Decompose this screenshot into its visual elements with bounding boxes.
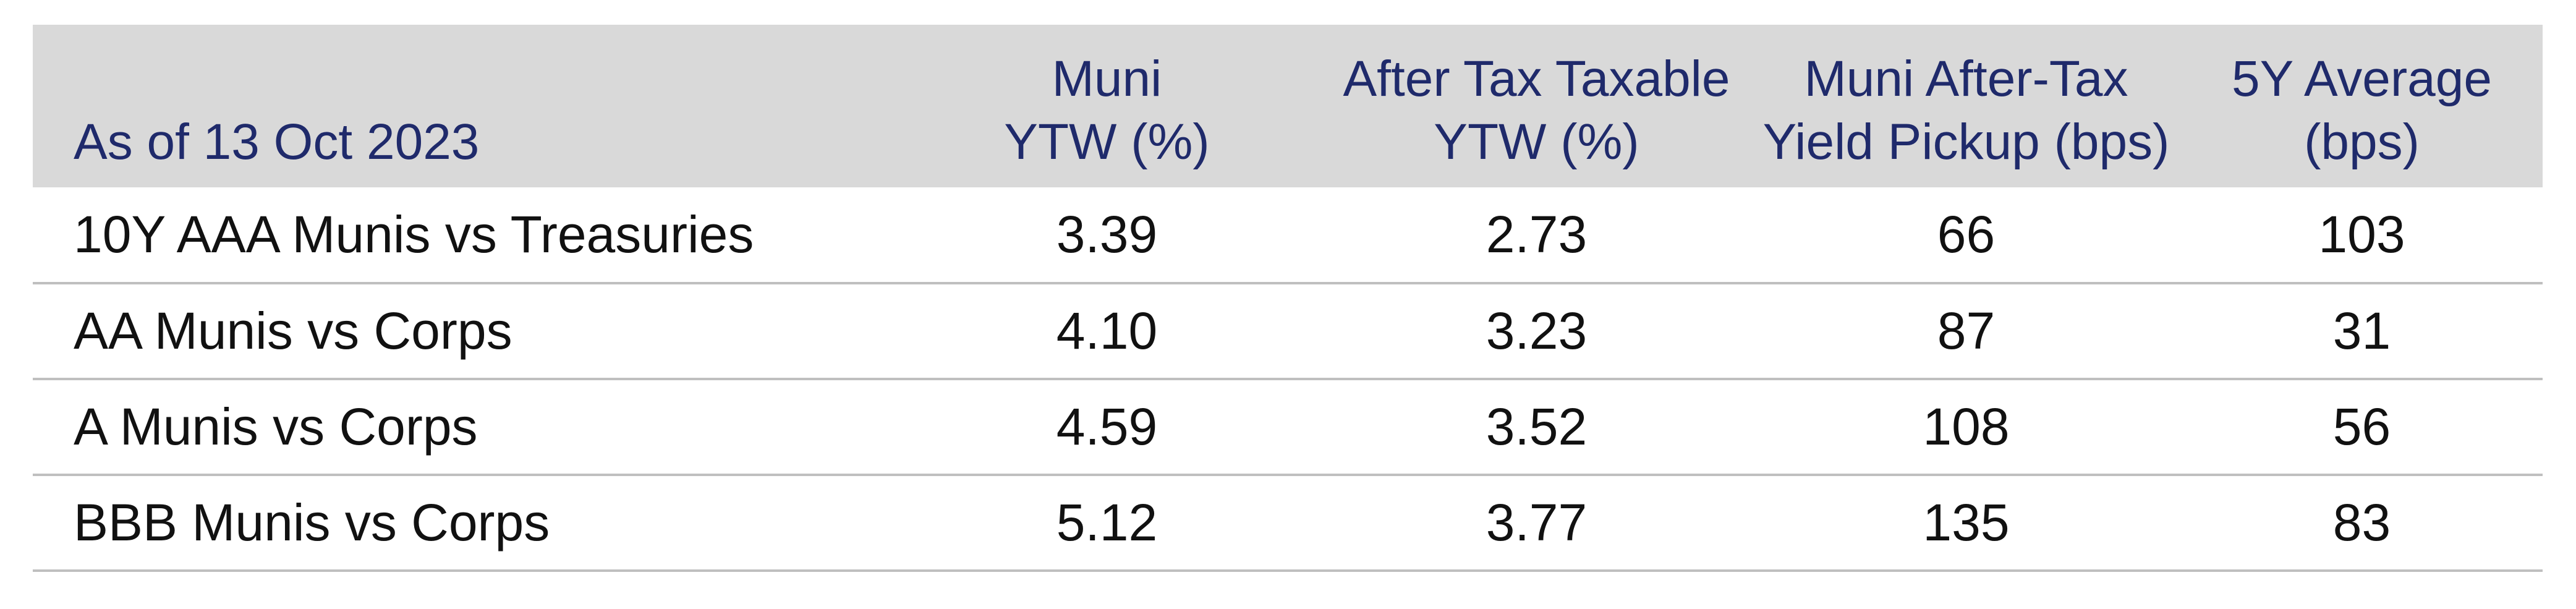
yield-pickup-cell: 135 [1923,493,2010,552]
muni-ytw-cell: 4.59 [1056,398,1158,456]
after-tax-ytw-cell: 2.73 [1486,205,1588,263]
after-tax-ytw-cell: 3.52 [1486,398,1588,456]
header-after-tax-line-2: YTW (%) [1434,114,1639,170]
table-row: A Munis vs Corps 4.59 3.52 108 56 [33,379,2543,475]
yield-comparison-table: As of 13 Oct 2023 Muni YTW (%) After Tax… [33,25,2543,572]
five-year-average-cell: 83 [2332,493,2391,552]
header-yield-pickup-line-2: Yield Pickup (bps) [1762,114,2170,170]
table-header: As of 13 Oct 2023 Muni YTW (%) After Tax… [33,25,2543,187]
row-label: AA Munis vs Corps [74,302,512,360]
table-row: AA Munis vs Corps 4.10 3.23 87 31 [33,283,2543,379]
header-yield-pickup-line-1: Muni After-Tax [1804,51,2128,107]
muni-ytw-cell: 3.39 [1056,205,1158,263]
yield-pickup-cell: 87 [1937,302,1996,360]
header-after-tax-line-1: After Tax Taxable [1343,51,1730,107]
header-as-of-date-line-1: As of 13 Oct 2023 [74,114,480,170]
row-label: BBB Munis vs Corps [74,493,550,552]
after-tax-ytw-cell: 3.23 [1486,302,1588,360]
yield-comparison-table-container: As of 13 Oct 2023 Muni YTW (%) After Tax… [33,25,2543,572]
muni-ytw-cell: 5.12 [1056,493,1158,552]
muni-ytw-cell: 4.10 [1056,302,1158,360]
row-label: 10Y AAA Munis vs Treasuries [74,205,754,263]
header-after-tax-taxable-ytw: After Tax Taxable YTW (%) [1322,25,1751,187]
header-5y-average: 5Y Average (bps) [2181,25,2543,187]
header-muni-ytw: Muni YTW (%) [892,25,1322,187]
header-row: As of 13 Oct 2023 Muni YTW (%) After Tax… [33,25,2543,187]
header-muni-ytw-line-2: YTW (%) [1004,114,1210,170]
table-body: 10Y AAA Munis vs Treasuries 3.39 2.73 66… [33,187,2543,571]
five-year-average-cell: 56 [2332,398,2391,456]
header-as-of-date: As of 13 Oct 2023 [33,25,892,187]
yield-pickup-cell: 108 [1923,398,2010,456]
row-label: A Munis vs Corps [74,398,478,456]
yield-pickup-cell: 66 [1937,205,1996,263]
header-yield-pickup: Muni After-Tax Yield Pickup (bps) [1751,25,2181,187]
header-5y-average-line-1: 5Y Average [2231,51,2492,107]
after-tax-ytw-cell: 3.77 [1486,493,1588,552]
table-row: 10Y AAA Munis vs Treasuries 3.39 2.73 66… [33,187,2543,283]
five-year-average-cell: 31 [2332,302,2391,360]
header-muni-ytw-line-1: Muni [1052,51,1162,107]
table-row: BBB Munis vs Corps 5.12 3.77 135 83 [33,475,2543,571]
header-5y-average-line-2: (bps) [2304,114,2420,170]
five-year-average-cell: 103 [2318,205,2405,263]
